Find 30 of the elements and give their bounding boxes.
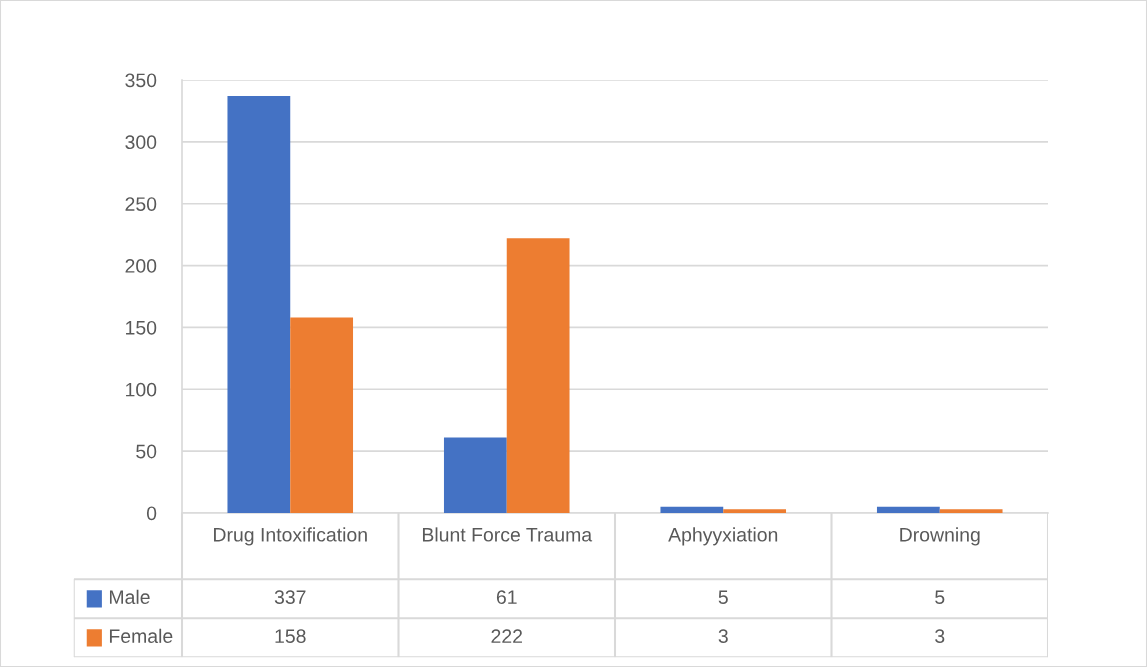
data-label: 337 bbox=[274, 590, 306, 605]
data-label: 3 bbox=[935, 629, 945, 644]
legend-label: Female bbox=[109, 628, 173, 644]
bar bbox=[939, 509, 1003, 513]
data-label: 3 bbox=[718, 629, 728, 644]
x-tick-label: Drowning bbox=[900, 527, 980, 546]
legend-label: Male bbox=[109, 589, 150, 605]
bar bbox=[723, 509, 787, 513]
x-tick-label: Drug Intoxification bbox=[214, 527, 367, 546]
data-label: 61 bbox=[496, 590, 517, 605]
bar bbox=[443, 437, 507, 513]
y-tick-label: 150 bbox=[126, 320, 157, 335]
data-label: 222 bbox=[491, 629, 522, 643]
y-tick-label: 200 bbox=[125, 259, 157, 273]
y-tick-label: 50 bbox=[136, 444, 157, 459]
data-label: 158 bbox=[275, 629, 306, 644]
data-label: 5 bbox=[935, 590, 945, 605]
x-tick-label: Blunt Force Trauma bbox=[422, 527, 593, 542]
data-label: 5 bbox=[718, 590, 728, 605]
bar bbox=[290, 317, 354, 513]
y-tick-label: 300 bbox=[125, 135, 157, 150]
x-tick-label: Aphyyxiation bbox=[668, 527, 778, 546]
y-tick-label: 0 bbox=[146, 506, 157, 521]
y-tick-label: 100 bbox=[126, 382, 157, 397]
bar bbox=[660, 506, 724, 513]
bar bbox=[506, 238, 570, 513]
y-tick-label: 350 bbox=[125, 73, 157, 88]
bar bbox=[227, 96, 291, 513]
y-tick-label: 250 bbox=[125, 197, 157, 211]
bar bbox=[876, 506, 940, 513]
